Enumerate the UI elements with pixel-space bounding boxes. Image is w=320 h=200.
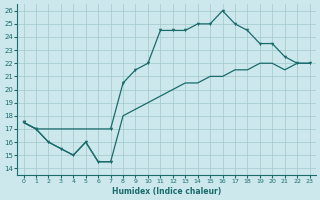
X-axis label: Humidex (Indice chaleur): Humidex (Indice chaleur) xyxy=(112,187,221,196)
